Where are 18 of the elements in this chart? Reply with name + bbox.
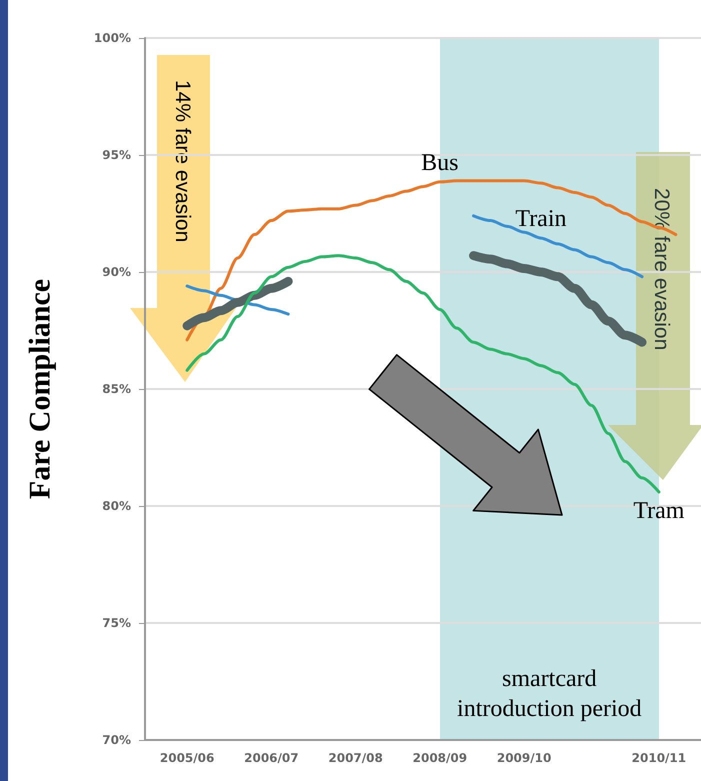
- x-tick-label: 2008/09: [412, 751, 468, 765]
- y-tick-label: 100%: [94, 31, 131, 45]
- x-tick-label: 2010/11: [632, 751, 686, 765]
- y-axis-title: Fare Compliance: [24, 278, 56, 500]
- y-tick-label: 80%: [102, 499, 131, 513]
- x-tick-label: 2007/08: [328, 751, 383, 765]
- y-tick-label: 70%: [102, 733, 131, 747]
- series-label: Bus: [421, 150, 459, 176]
- band-label: smartcard introduction period: [456, 665, 643, 724]
- x-tick-label: 2006/07: [244, 751, 299, 765]
- y-tick-label: 90%: [102, 265, 131, 279]
- y-tick-label: 85%: [102, 382, 131, 396]
- x-tick-label: 2005/06: [160, 751, 214, 765]
- series-label: Train: [515, 206, 567, 232]
- y-tick-label: 75%: [102, 616, 131, 630]
- x-tick-label: 2009/10: [496, 751, 552, 765]
- series-label: Tram: [633, 498, 685, 524]
- y-tick-label: 95%: [102, 148, 131, 162]
